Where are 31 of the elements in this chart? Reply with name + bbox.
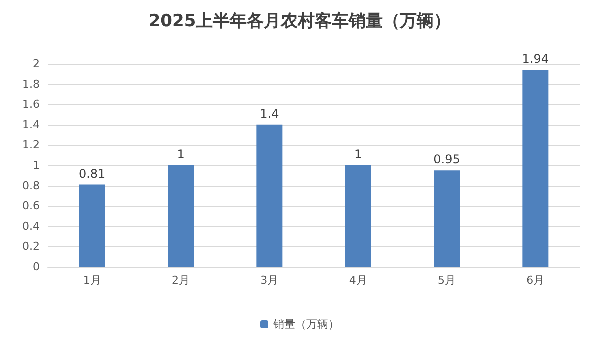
data-label: 1.94 (522, 52, 550, 66)
y-tick-label: 0.6 (22, 200, 40, 213)
bar (79, 184, 106, 267)
x-tick-label: 3月 (260, 274, 279, 287)
data-label: 0.81 (78, 166, 106, 181)
data-label: 1 (177, 148, 185, 162)
data-label: 0.95 (434, 152, 460, 167)
y-tick-label: 0 (33, 260, 40, 274)
y-tick-label: 0.4 (22, 220, 40, 233)
x-tick-label: 2月 (172, 274, 190, 287)
chart-title: 2025上半年各月农村客车销量（万辆） (148, 12, 452, 32)
bar (256, 124, 283, 267)
bar (168, 166, 194, 267)
x-tick-label: 1月 (83, 274, 102, 287)
bar (522, 70, 549, 267)
x-tick-label: 6月 (526, 274, 545, 287)
data-label: 1 (354, 148, 362, 162)
y-tick-label: 1 (33, 159, 40, 172)
x-tick-label: 5月 (438, 274, 456, 287)
y-tick-label: 0.2 (22, 240, 40, 254)
bar (345, 166, 372, 267)
bar (434, 170, 460, 267)
y-tick-label: 1.6 (22, 98, 40, 112)
y-tick-label: 1.4 (22, 118, 40, 132)
y-tick-label: 2 (33, 58, 40, 70)
x-tick-label: 4月 (349, 274, 368, 287)
y-tick-label: 1.8 (22, 78, 40, 91)
y-tick-label: 1.2 (22, 138, 40, 152)
legend-label: 销量（万辆） (272, 318, 340, 331)
y-tick-label: 0.8 (22, 179, 40, 192)
data-label: 1.4 (260, 106, 280, 121)
